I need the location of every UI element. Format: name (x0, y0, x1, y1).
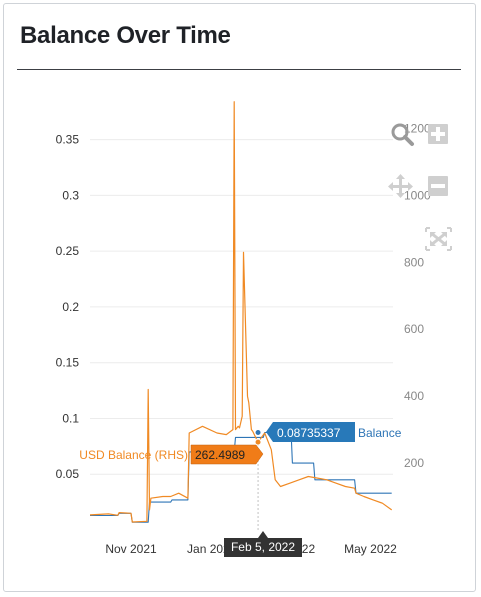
usd-balance-line (89, 101, 393, 523)
balance-marker (254, 429, 262, 437)
y-right-tick-label: 1200 (404, 121, 431, 135)
x-tick-label: May 2022 (344, 542, 397, 556)
y-right-tick-label: 400 (404, 389, 424, 403)
card-title: Balance Over Time (20, 22, 231, 49)
crosshair (254, 429, 262, 530)
y-left-tick-label: 0.1 (62, 411, 79, 425)
chart-toolbar[interactable] (388, 123, 452, 251)
tooltip-balance-box (266, 422, 355, 442)
tooltip-usd: USD Balance (RHS) 262.4989 (79, 444, 264, 465)
zoom-selection-icon[interactable] (391, 123, 414, 146)
usd-balance-marker (254, 438, 262, 446)
balance-card (3, 3, 476, 592)
y-right-tick-label: 600 (404, 322, 424, 336)
tooltip-date-value: Feb 5, 2022 (231, 540, 295, 554)
pan-icon[interactable] (388, 174, 413, 198)
zoom-out-icon[interactable] (428, 176, 448, 196)
tooltip-usd-label: USD Balance (RHS) (79, 448, 188, 462)
tooltip-usd-box (190, 444, 264, 465)
tooltip-balance-value: 0.08735337 (277, 426, 341, 440)
y-left-tick-label: 0.35 (56, 133, 80, 147)
reset-zoom-icon[interactable] (425, 227, 452, 251)
title-divider (17, 69, 461, 70)
zoom-in-icon[interactable] (428, 124, 448, 144)
y-left-tick-label: 0.25 (56, 244, 80, 258)
chart-gridlines (90, 139, 393, 475)
tooltip-usd-value: 262.4989 (195, 448, 245, 462)
y-right-tick-label: 800 (404, 255, 424, 269)
tooltip-balance-label: Balance (358, 426, 402, 440)
tooltip-date: Feb 5, 2022 (224, 531, 302, 557)
tooltip-date-box (224, 531, 302, 557)
y-right-tick-label: 200 (404, 456, 424, 470)
x-tick-label: Nov 2021 (105, 542, 157, 556)
tooltip-balance: 0.08735337 Balance (266, 422, 402, 442)
y-right-tick-label: 1000 (404, 188, 431, 202)
y-left-tick-label: 0.15 (56, 356, 80, 370)
y-left-tick-label: 0.2 (62, 300, 79, 314)
y-left-tick-label: 0.05 (56, 467, 80, 481)
y-left-tick-label: 0.3 (62, 188, 79, 202)
